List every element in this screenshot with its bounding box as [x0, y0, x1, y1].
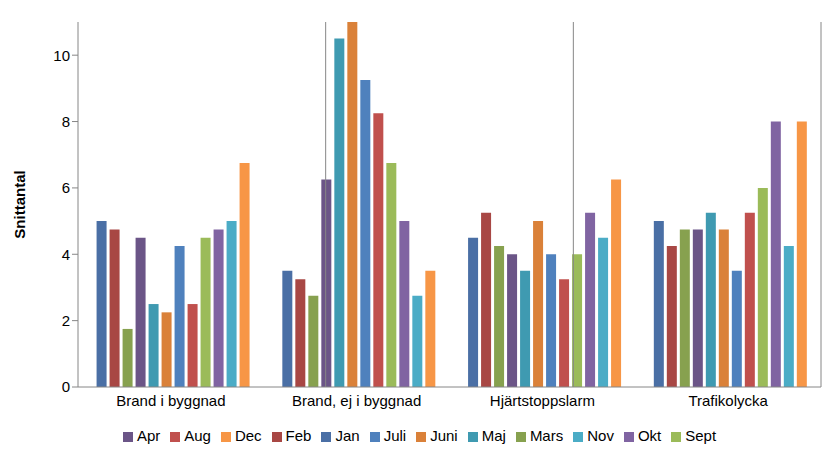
- html-text:Nov: Nov: [587, 427, 614, 444]
- svg-text:6: 6: [62, 179, 70, 196]
- html-text:Dec: Dec: [234, 427, 262, 444]
- svg-text:Brand i byggnad: Brand i byggnad: [116, 392, 225, 409]
- svg-text:Trafikolycka: Trafikolycka: [688, 392, 768, 409]
- html-text:Mars: Mars: [529, 427, 564, 444]
- html-text:Apr: Apr: [136, 427, 161, 444]
- html-text:Sept: Sept: [685, 427, 717, 444]
- svg-text:4: 4: [62, 246, 70, 263]
- svg-text:Brand, ej i byggnad: Brand, ej i byggnad: [292, 392, 421, 409]
- html-text:Juni: Juni: [430, 427, 458, 444]
- svg-text:Snittantal: Snittantal: [11, 170, 28, 238]
- html-text:Jan: Jan: [335, 427, 360, 444]
- svg-text:10: 10: [53, 47, 70, 64]
- html-text:Aug: Aug: [184, 427, 211, 444]
- svg-text:2: 2: [62, 312, 70, 329]
- html-text:Okt: Okt: [637, 427, 662, 444]
- svg-text:0: 0: [62, 378, 70, 395]
- svg-text:8: 8: [62, 113, 70, 130]
- svg-text:Hjärtstoppslarm: Hjärtstoppslarm: [490, 392, 595, 409]
- html-text:Feb: Feb: [285, 427, 312, 444]
- html-text:Juli: Juli: [383, 427, 407, 444]
- html-text:Maj: Maj: [481, 427, 506, 444]
